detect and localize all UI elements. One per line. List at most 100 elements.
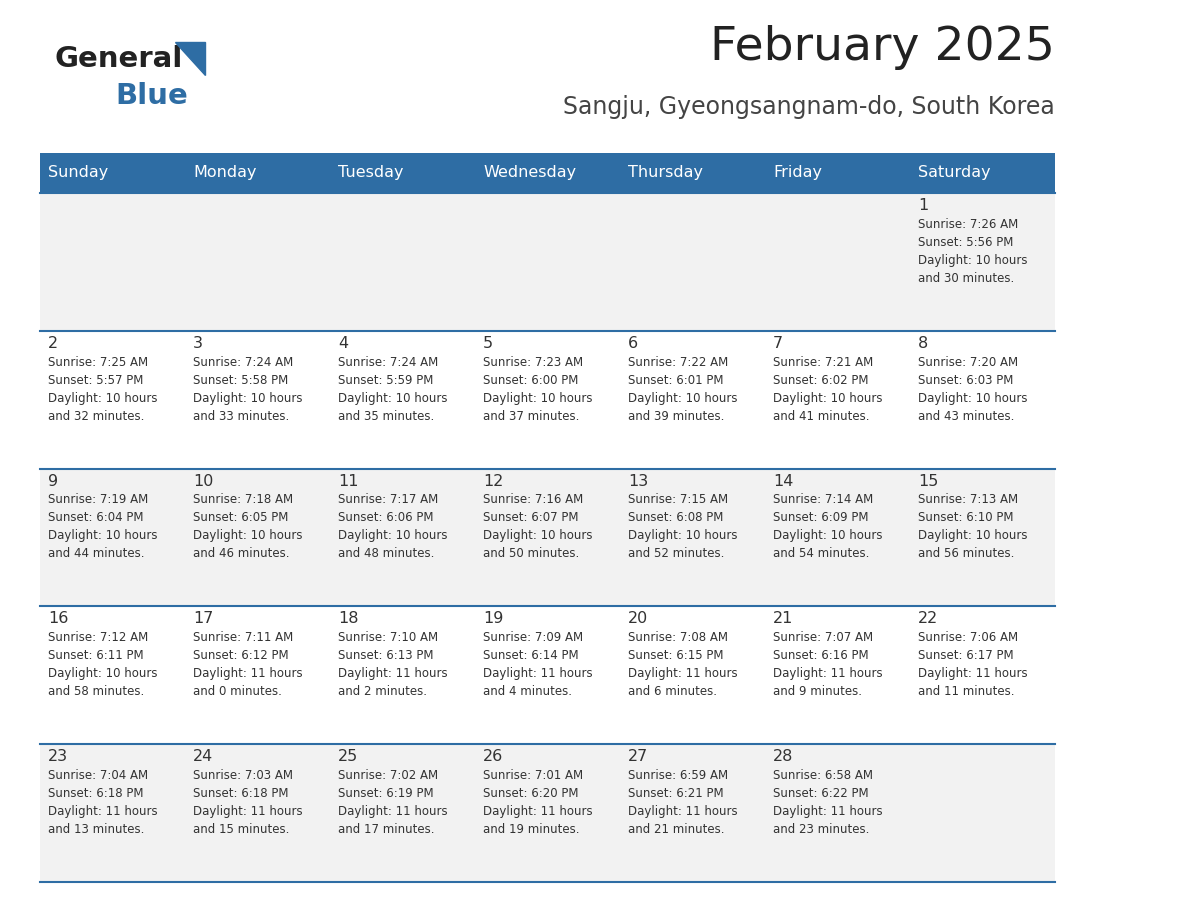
Text: and 46 minutes.: and 46 minutes. [192, 547, 290, 560]
Text: Daylight: 10 hours: Daylight: 10 hours [48, 392, 158, 405]
Text: Sunrise: 7:09 AM: Sunrise: 7:09 AM [484, 632, 583, 644]
Text: Sunrise: 7:22 AM: Sunrise: 7:22 AM [628, 355, 728, 369]
Text: and 41 minutes.: and 41 minutes. [773, 409, 870, 422]
Text: Monday: Monday [192, 165, 257, 181]
Text: 13: 13 [628, 474, 649, 488]
Text: Sunset: 5:59 PM: Sunset: 5:59 PM [339, 374, 434, 386]
Text: Sunset: 6:20 PM: Sunset: 6:20 PM [484, 787, 579, 800]
Text: Sunrise: 7:25 AM: Sunrise: 7:25 AM [48, 355, 148, 369]
Text: 5: 5 [484, 336, 493, 351]
Text: 28: 28 [773, 749, 794, 764]
Text: Sunrise: 7:18 AM: Sunrise: 7:18 AM [192, 493, 293, 507]
Text: Friday: Friday [773, 165, 822, 181]
Text: 2: 2 [48, 336, 58, 351]
Text: and 23 minutes.: and 23 minutes. [773, 823, 870, 836]
Text: 3: 3 [192, 336, 203, 351]
Text: 12: 12 [484, 474, 504, 488]
Text: Sunrise: 7:10 AM: Sunrise: 7:10 AM [339, 632, 438, 644]
Text: Sunday: Sunday [48, 165, 108, 181]
Text: Sunset: 6:02 PM: Sunset: 6:02 PM [773, 374, 868, 386]
Polygon shape [175, 42, 206, 75]
Text: Sunset: 6:18 PM: Sunset: 6:18 PM [192, 787, 289, 800]
Text: Sunset: 5:56 PM: Sunset: 5:56 PM [918, 236, 1013, 249]
Text: and 39 minutes.: and 39 minutes. [628, 409, 725, 422]
Text: Sunset: 6:13 PM: Sunset: 6:13 PM [339, 649, 434, 662]
Text: Sunrise: 7:11 AM: Sunrise: 7:11 AM [192, 632, 293, 644]
Text: Sunrise: 7:07 AM: Sunrise: 7:07 AM [773, 632, 873, 644]
Text: Daylight: 11 hours: Daylight: 11 hours [918, 667, 1028, 680]
Text: and 13 minutes.: and 13 minutes. [48, 823, 145, 836]
Text: Sunset: 6:06 PM: Sunset: 6:06 PM [339, 511, 434, 524]
Text: Daylight: 10 hours: Daylight: 10 hours [484, 392, 593, 405]
Text: Daylight: 11 hours: Daylight: 11 hours [48, 805, 158, 818]
Text: 25: 25 [339, 749, 359, 764]
Text: and 9 minutes.: and 9 minutes. [773, 685, 862, 699]
Text: Daylight: 11 hours: Daylight: 11 hours [628, 667, 738, 680]
Text: 4: 4 [339, 336, 348, 351]
Text: Tuesday: Tuesday [339, 165, 404, 181]
Text: Daylight: 11 hours: Daylight: 11 hours [192, 805, 303, 818]
Text: 24: 24 [192, 749, 214, 764]
Text: Sunset: 5:57 PM: Sunset: 5:57 PM [48, 374, 144, 386]
Text: Sunrise: 7:24 AM: Sunrise: 7:24 AM [339, 355, 438, 369]
Bar [40, 468, 1055, 607]
Text: and 43 minutes.: and 43 minutes. [918, 409, 1015, 422]
Text: Sunrise: 7:21 AM: Sunrise: 7:21 AM [773, 355, 873, 369]
Text: Daylight: 11 hours: Daylight: 11 hours [192, 667, 303, 680]
Text: Wednesday: Wednesday [484, 165, 576, 181]
Text: 8: 8 [918, 336, 928, 351]
Text: 10: 10 [192, 474, 214, 488]
Text: Sunrise: 7:15 AM: Sunrise: 7:15 AM [628, 493, 728, 507]
Text: 7: 7 [773, 336, 783, 351]
Text: and 44 minutes.: and 44 minutes. [48, 547, 145, 560]
Text: Sunset: 6:21 PM: Sunset: 6:21 PM [628, 787, 723, 800]
Text: and 58 minutes.: and 58 minutes. [48, 685, 144, 699]
Text: Daylight: 11 hours: Daylight: 11 hours [339, 805, 448, 818]
Text: 9: 9 [48, 474, 58, 488]
Text: and 19 minutes.: and 19 minutes. [484, 823, 580, 836]
Text: Daylight: 10 hours: Daylight: 10 hours [918, 253, 1028, 267]
Text: Daylight: 10 hours: Daylight: 10 hours [628, 530, 738, 543]
Text: and 48 minutes.: and 48 minutes. [339, 547, 435, 560]
Text: Daylight: 11 hours: Daylight: 11 hours [628, 805, 738, 818]
Text: 11: 11 [339, 474, 359, 488]
Text: Sunrise: 7:04 AM: Sunrise: 7:04 AM [48, 769, 148, 782]
Text: Daylight: 10 hours: Daylight: 10 hours [48, 667, 158, 680]
Text: Sunrise: 7:03 AM: Sunrise: 7:03 AM [192, 769, 293, 782]
Text: 26: 26 [484, 749, 504, 764]
Text: Daylight: 10 hours: Daylight: 10 hours [339, 530, 448, 543]
Text: Sunset: 6:01 PM: Sunset: 6:01 PM [628, 374, 723, 386]
Text: 20: 20 [628, 611, 649, 626]
Text: 16: 16 [48, 611, 69, 626]
Text: Blue: Blue [115, 82, 188, 110]
Text: Daylight: 10 hours: Daylight: 10 hours [628, 392, 738, 405]
Text: 27: 27 [628, 749, 649, 764]
Text: and 33 minutes.: and 33 minutes. [192, 409, 289, 422]
Text: and 2 minutes.: and 2 minutes. [339, 685, 426, 699]
Text: 15: 15 [918, 474, 939, 488]
Text: Sunrise: 7:23 AM: Sunrise: 7:23 AM [484, 355, 583, 369]
Text: and 37 minutes.: and 37 minutes. [484, 409, 580, 422]
Text: Daylight: 10 hours: Daylight: 10 hours [773, 392, 883, 405]
Text: and 52 minutes.: and 52 minutes. [628, 547, 725, 560]
Text: Daylight: 10 hours: Daylight: 10 hours [918, 530, 1028, 543]
Text: and 56 minutes.: and 56 minutes. [918, 547, 1015, 560]
Text: Sunrise: 7:13 AM: Sunrise: 7:13 AM [918, 493, 1018, 507]
Text: Sunrise: 7:16 AM: Sunrise: 7:16 AM [484, 493, 583, 507]
Text: Daylight: 10 hours: Daylight: 10 hours [192, 530, 303, 543]
Text: Sunrise: 7:26 AM: Sunrise: 7:26 AM [918, 218, 1018, 230]
Text: Sunrise: 7:24 AM: Sunrise: 7:24 AM [192, 355, 293, 369]
Text: 6: 6 [628, 336, 638, 351]
Text: Daylight: 10 hours: Daylight: 10 hours [192, 392, 303, 405]
Text: Sangju, Gyeongsangnam-do, South Korea: Sangju, Gyeongsangnam-do, South Korea [563, 95, 1055, 119]
Bar [40, 193, 1055, 330]
Text: Sunset: 6:17 PM: Sunset: 6:17 PM [918, 649, 1013, 662]
Bar [40, 607, 1055, 744]
Text: and 15 minutes.: and 15 minutes. [192, 823, 290, 836]
Text: 21: 21 [773, 611, 794, 626]
Text: Sunset: 6:07 PM: Sunset: 6:07 PM [484, 511, 579, 524]
Text: Sunrise: 6:58 AM: Sunrise: 6:58 AM [773, 769, 873, 782]
Text: Sunrise: 6:59 AM: Sunrise: 6:59 AM [628, 769, 728, 782]
Text: and 6 minutes.: and 6 minutes. [628, 685, 718, 699]
Text: Daylight: 11 hours: Daylight: 11 hours [773, 805, 883, 818]
